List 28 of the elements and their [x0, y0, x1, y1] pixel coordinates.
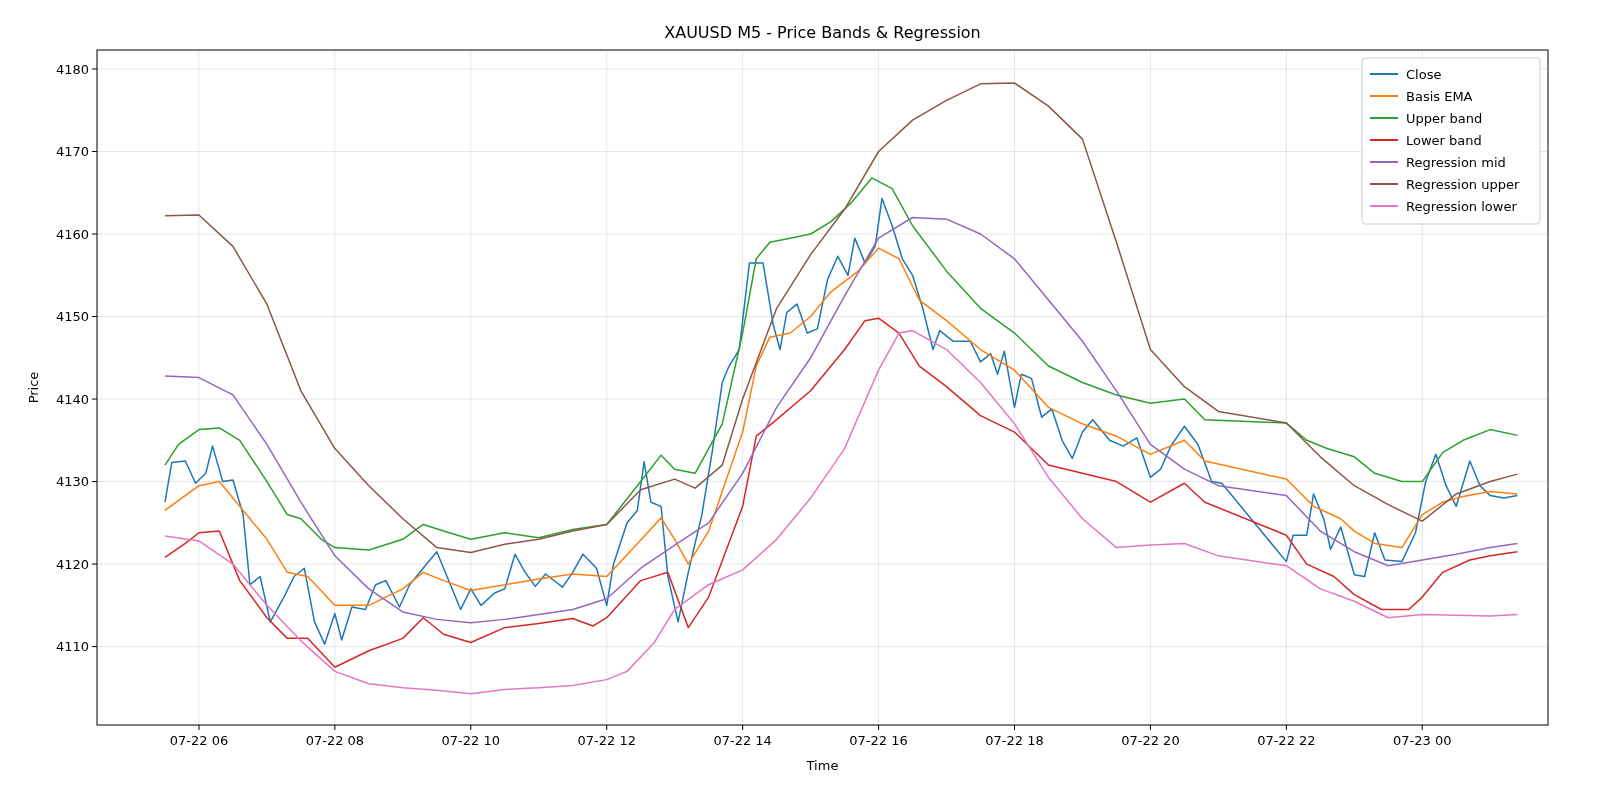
legend-label: Regression upper: [1406, 176, 1520, 192]
legend-label: Upper band: [1406, 110, 1483, 126]
legend-label: Regression lower: [1406, 198, 1518, 214]
y-tick-label: 4180: [55, 61, 89, 77]
x-tick-label: 07-22 20: [1121, 733, 1180, 748]
x-tick-label: 07-23 00: [1393, 733, 1452, 748]
x-tick-label: 07-22 10: [441, 733, 501, 748]
y-tick-label: 4130: [55, 474, 89, 490]
y-tick-label: 4110: [55, 639, 89, 655]
y-tick-label: 4120: [55, 556, 89, 572]
y-tick-label: 4140: [55, 391, 89, 407]
legend-label: Basis EMA: [1406, 88, 1473, 104]
x-axis-title: Time: [805, 758, 839, 773]
x-tick-label: 07-22 22: [1257, 733, 1316, 748]
y-axis-title: Price: [26, 371, 41, 404]
x-tick-label: 07-22 12: [577, 733, 636, 748]
legend-label: Lower band: [1406, 132, 1482, 148]
legend-label: Regression mid: [1406, 154, 1506, 170]
x-tick-label: 07-22 14: [713, 733, 772, 748]
y-tick-label: 4170: [55, 144, 89, 160]
legend-label: Close: [1406, 66, 1442, 82]
x-tick-label: 07-22 08: [305, 733, 365, 748]
y-tick-label: 4160: [55, 226, 89, 242]
x-tick-label: 07-22 16: [849, 733, 908, 748]
chart-title: XAUUSD M5 - Price Bands & Regression: [664, 23, 981, 42]
x-tick-label: 07-22 06: [169, 733, 229, 748]
y-tick-label: 4150: [55, 309, 89, 325]
x-tick-label: 07-22 18: [985, 733, 1044, 748]
